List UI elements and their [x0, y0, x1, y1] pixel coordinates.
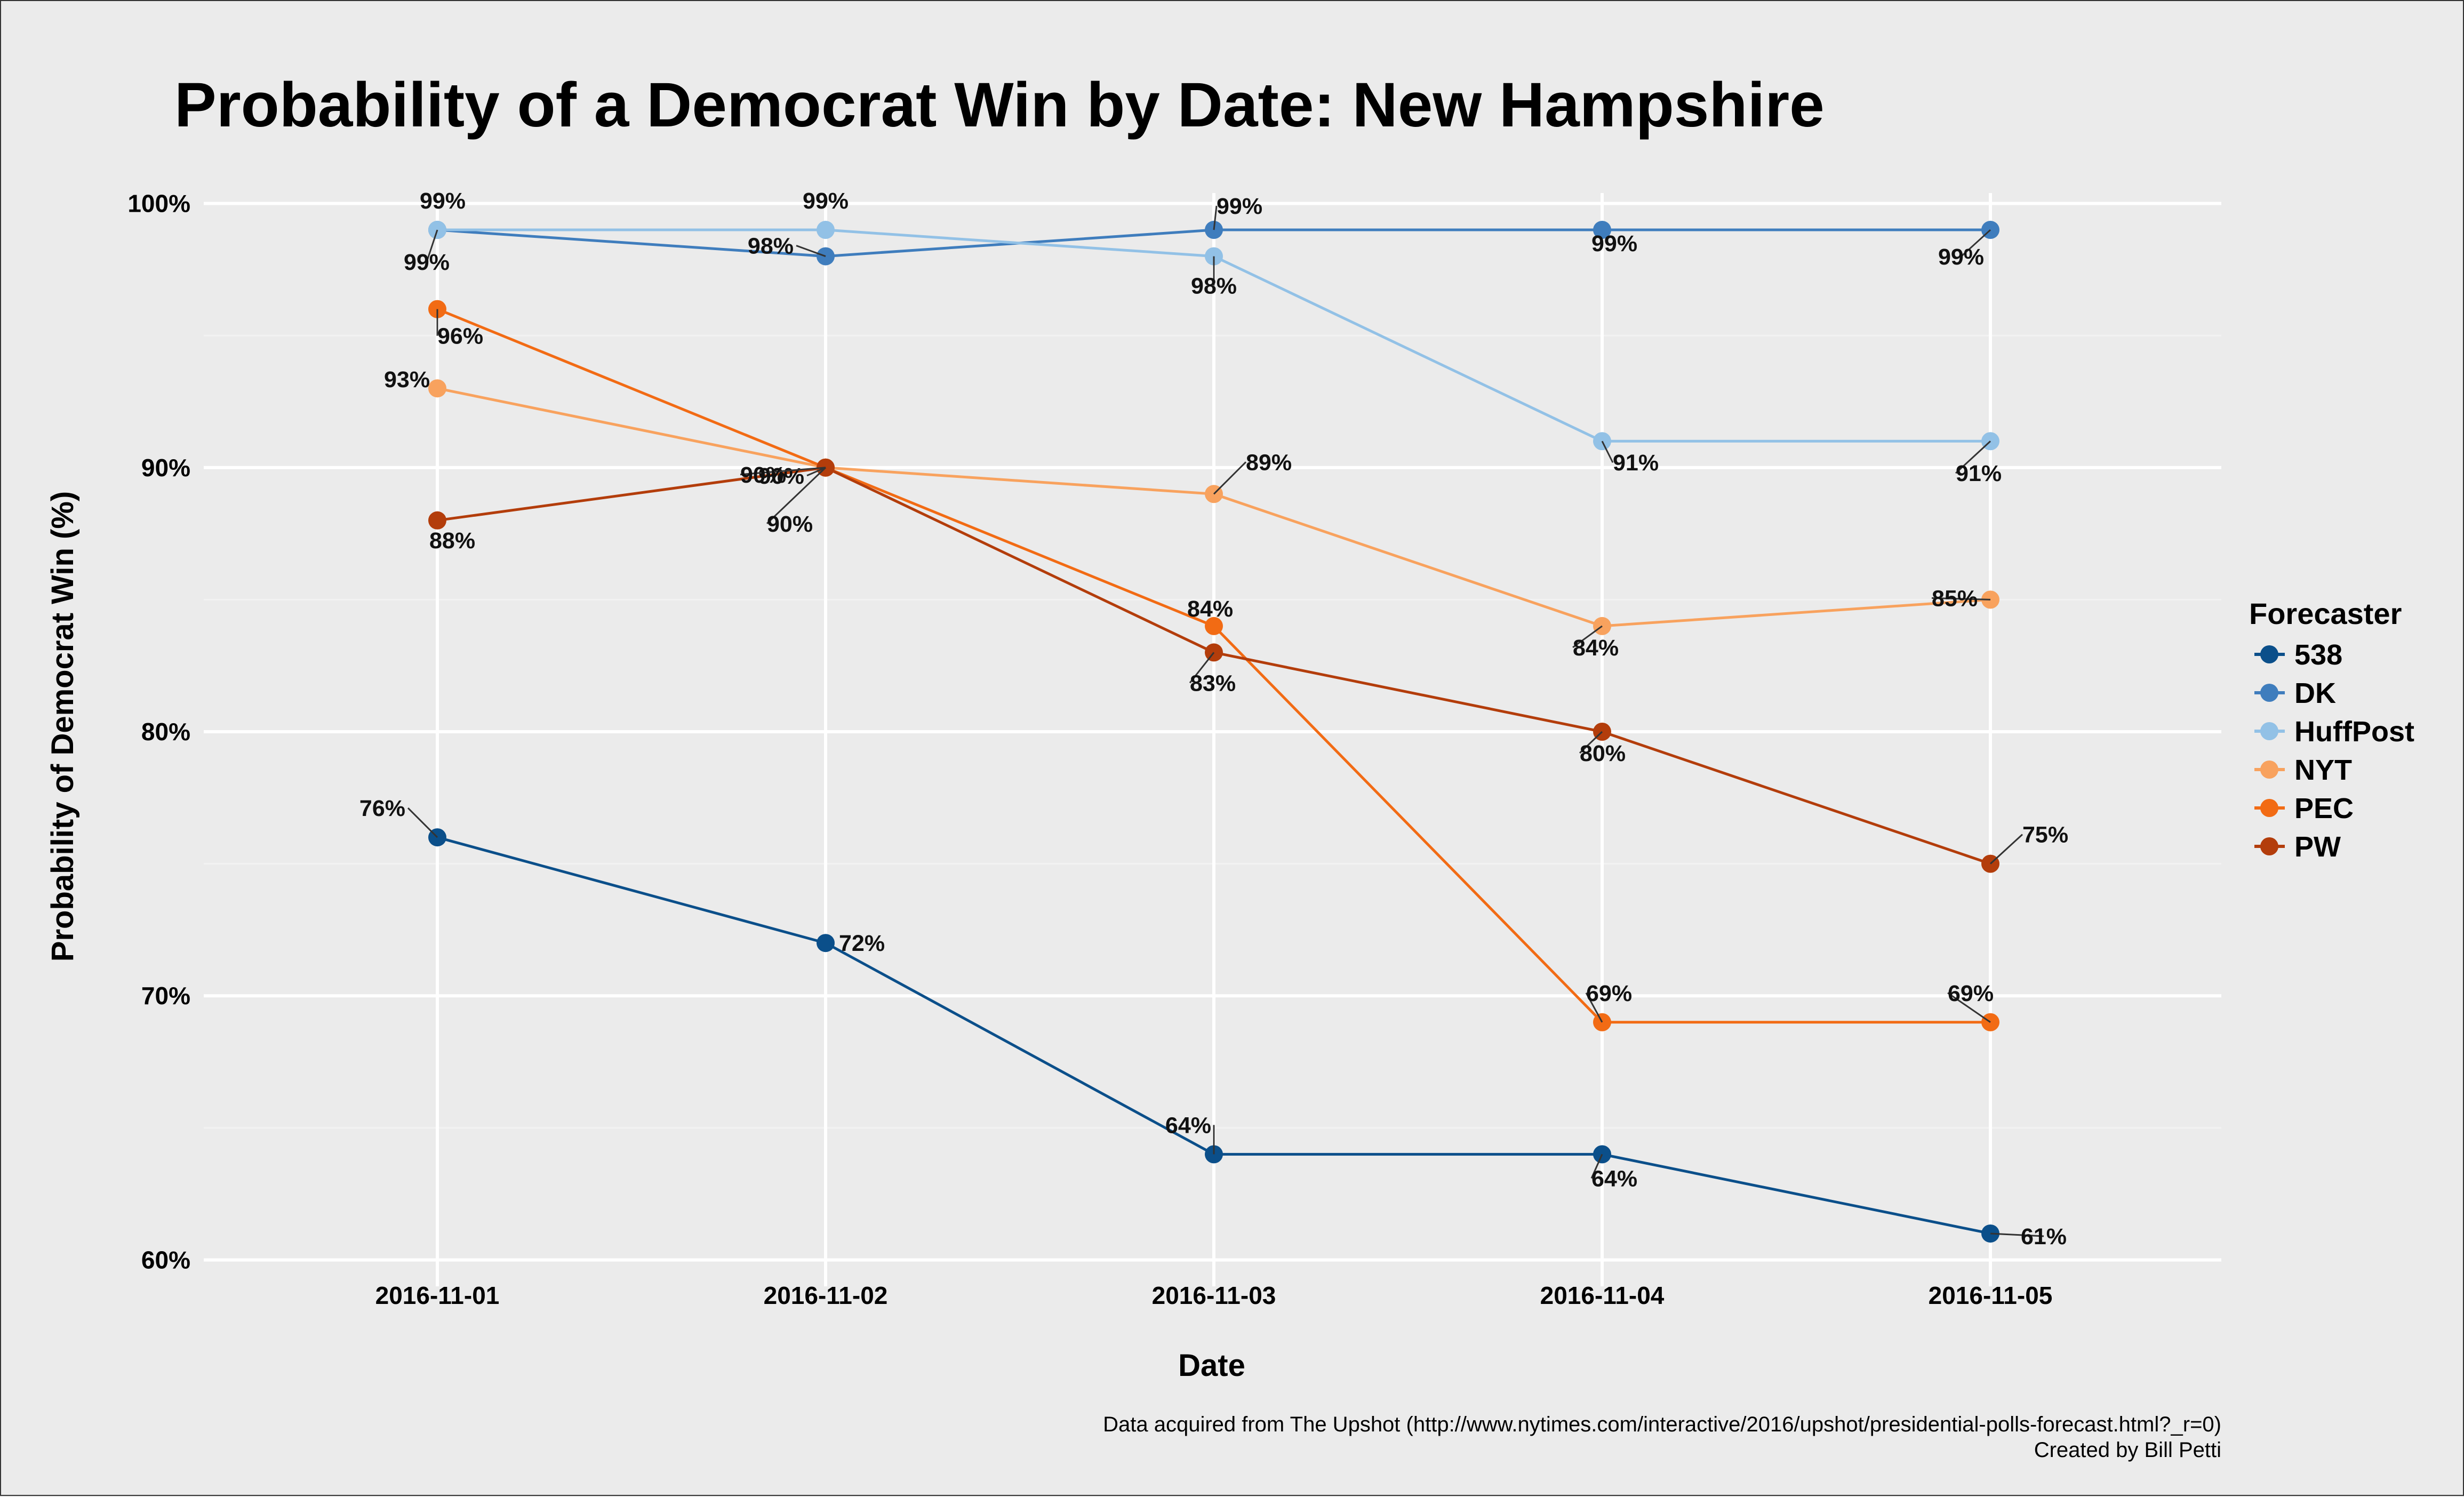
data-label: 69% — [1586, 981, 1632, 1006]
data-point — [428, 379, 446, 398]
data-label: 99% — [420, 188, 466, 214]
y-tick-label: 100% — [127, 190, 190, 218]
label-leader-line — [1590, 1154, 1603, 1179]
legend-item-dk: DK — [2254, 677, 2336, 709]
label-leader-line — [1990, 1232, 2044, 1237]
data-label: 99% — [1591, 231, 1637, 257]
x-tick-label: 2016-11-01 — [375, 1282, 500, 1309]
x-axis-ticks: 2016-11-01 2016-11-02 2016-11-03 2016-11-04… — [375, 1282, 2053, 1309]
data-label: 99% — [803, 188, 849, 214]
legend: Forecaster 538 DK HuffPost NYT PEC PW — [2249, 597, 2414, 863]
y-tick-label: 70% — [141, 982, 190, 1010]
legend-label: PW — [2294, 831, 2341, 863]
data-labels: 76% 72% 64% 64% 61% 99% 98% 99% 99% 99% 99% 99% 98% 9… — [359, 188, 2068, 1250]
data-point — [1205, 617, 1223, 635]
x-tick-label: 2016-11-02 — [764, 1282, 888, 1309]
data-label: 98% — [1191, 274, 1237, 299]
label-leader-line — [796, 245, 826, 257]
label-leader-line — [740, 467, 826, 476]
data-label: 90% — [740, 462, 786, 488]
chart-title: Probability of a Democrat Win by Date: N… — [174, 70, 1825, 140]
legend-label: PEC — [2294, 792, 2354, 824]
data-label: 96% — [437, 324, 483, 349]
x-tick-label: 2016-11-03 — [1152, 1282, 1276, 1309]
legend-label: DK — [2294, 677, 2336, 709]
legend-swatch-point — [2260, 799, 2278, 817]
legend-swatch-point — [2260, 837, 2278, 855]
label-leader-line — [1213, 205, 1218, 230]
data-label: 88% — [429, 528, 475, 554]
data-label: 89% — [1246, 450, 1292, 475]
label-leader-line — [1213, 461, 1247, 495]
data-label: 85% — [1932, 586, 1978, 611]
legend-swatch-point — [2260, 645, 2278, 663]
legend-label: HuffPost — [2294, 716, 2414, 748]
label-leader-line — [1955, 441, 1991, 474]
legend-item-nyt: NYT — [2254, 754, 2352, 786]
x-axis-title: Date — [1178, 1348, 1245, 1383]
data-label: 72% — [839, 931, 885, 956]
legend-item-538: 538 — [2254, 639, 2342, 671]
y-tick-label: 60% — [141, 1246, 190, 1274]
label-leader-line — [806, 467, 826, 477]
y-axis-ticks: 60% 70% 80% 90% 100% — [127, 190, 190, 1274]
legend-swatch-point — [2260, 760, 2278, 779]
label-leader-line — [1579, 731, 1603, 754]
label-leader-line — [1960, 229, 1991, 258]
data-label: 75% — [2022, 822, 2068, 848]
data-label: 99% — [404, 250, 450, 275]
label-leader-line — [1931, 597, 1991, 601]
label-leader-line — [1585, 992, 1603, 1023]
data-point — [1593, 221, 1611, 239]
label-leader-line — [766, 467, 827, 524]
data-label: 99% — [1217, 194, 1262, 219]
data-label: 98% — [748, 234, 794, 259]
x-tick-label: 2016-11-05 — [1929, 1282, 2053, 1309]
data-label: 83% — [1190, 670, 1236, 696]
data-label: 61% — [2021, 1224, 2067, 1250]
legend-label: NYT — [2294, 754, 2352, 786]
label-leader-line — [1572, 625, 1603, 649]
legend-item-huffpost: HuffPost — [2254, 716, 2414, 748]
label-leader-line — [1947, 992, 1991, 1023]
legend-label: 538 — [2294, 639, 2342, 671]
label-leader-line — [1189, 652, 1215, 684]
legend-item-pw: PW — [2254, 831, 2341, 863]
y-tick-label: 90% — [141, 454, 190, 482]
y-axis-title: Probability of Democrat Win (%) — [45, 491, 80, 962]
label-leader-line — [1989, 834, 2023, 864]
label-leader-line — [426, 229, 438, 262]
legend-swatch-point — [2260, 684, 2278, 702]
data-label: 93% — [384, 367, 430, 393]
source-caption: Data acquired from The Upshot (http://ww… — [1103, 1413, 2221, 1436]
credit-caption: Created by Bill Petti — [2034, 1438, 2221, 1462]
data-point — [817, 221, 835, 239]
data-label: 99% — [1938, 244, 1984, 270]
data-label: 80% — [1580, 741, 1626, 766]
label-leader-line — [1601, 441, 1614, 463]
grid — [204, 193, 2221, 1286]
data-label: 91% — [1613, 450, 1659, 476]
data-label: 69% — [1948, 981, 1994, 1006]
data-label: 76% — [359, 796, 405, 821]
label-leader-line — [407, 807, 438, 838]
legend-swatch-point — [2260, 722, 2278, 740]
data-point — [428, 511, 446, 530]
x-tick-label: 2016-11-04 — [1540, 1282, 1665, 1309]
y-tick-label: 80% — [141, 718, 190, 746]
data-label: 84% — [1187, 596, 1233, 622]
data-label: 91% — [1956, 461, 2002, 486]
data-label: 64% — [1591, 1166, 1637, 1191]
data-point — [817, 934, 835, 952]
legend-item-pec: PEC — [2254, 792, 2354, 824]
data-label: 64% — [1165, 1112, 1211, 1138]
data-label: 90% — [767, 511, 813, 537]
data-label: 90% — [758, 463, 804, 489]
legend-title: Forecaster — [2249, 597, 2402, 630]
data-label: 84% — [1573, 635, 1619, 661]
